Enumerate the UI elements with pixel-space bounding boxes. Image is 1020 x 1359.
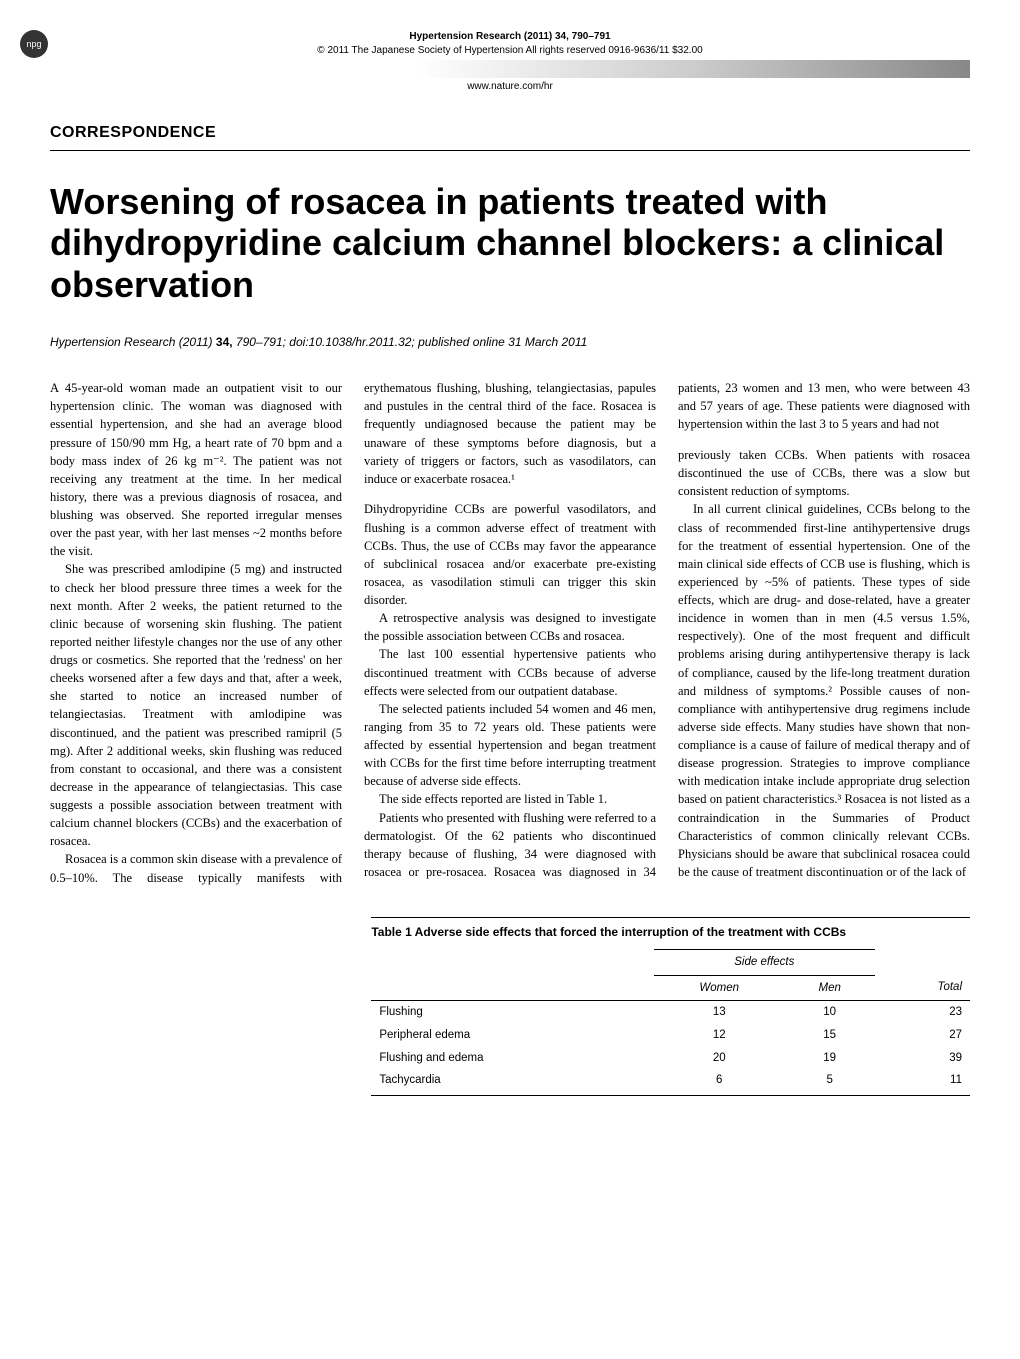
- table-row: Flushing 13 10 23: [371, 1001, 970, 1024]
- table-cell: 39: [875, 1047, 970, 1070]
- table-col-header: Men: [785, 975, 875, 1001]
- table-cell: Peripheral edema: [371, 1024, 654, 1047]
- table-cell: 5: [785, 1069, 875, 1095]
- bottom-row: Table 1 Adverse side effects that forced…: [50, 897, 970, 1096]
- table-spacer: [875, 950, 970, 976]
- table-row: Flushing and edema 20 19 39: [371, 1047, 970, 1070]
- article-citation: Hypertension Research (2011) 34, 790–791…: [50, 335, 970, 349]
- table-cell: 6: [654, 1069, 785, 1095]
- body-columns: A 45-year-old woman made an outpatient v…: [50, 379, 970, 887]
- table-cell: 20: [654, 1047, 785, 1070]
- table-cell: 27: [875, 1024, 970, 1047]
- body-para: In all current clinical guidelines, CCBs…: [678, 500, 970, 881]
- table-caption: Table 1 Adverse side effects that forced…: [371, 917, 970, 941]
- section-label: CORRESPONDENCE: [50, 124, 970, 142]
- table-row: Tachycardia 6 5 11: [371, 1069, 970, 1095]
- table-header-span: Side effects: [654, 950, 875, 976]
- body-para: A 45-year-old woman made an outpatient v…: [50, 379, 342, 560]
- table-spacer: [371, 950, 654, 976]
- npg-badge: npg: [20, 30, 48, 58]
- body-para: The selected patients included 54 women …: [364, 700, 656, 791]
- bottom-col-right: Table 1 Adverse side effects that forced…: [371, 897, 970, 1096]
- table-cell: 10: [785, 1001, 875, 1024]
- citation-journal: Hypertension Research: [50, 335, 175, 349]
- section-divider: [50, 150, 970, 151]
- table-row: Peripheral edema 12 15 27: [371, 1024, 970, 1047]
- body-para: Dihydropyridine CCBs are powerful vasodi…: [364, 500, 656, 609]
- bottom-col-left: [50, 897, 349, 1096]
- table-cell: 13: [654, 1001, 785, 1024]
- table-cell: 12: [654, 1024, 785, 1047]
- citation-year: (2011): [179, 335, 216, 349]
- table-cell: 11: [875, 1069, 970, 1095]
- header-gradient-bar: [50, 60, 970, 78]
- table-col-header: Total: [875, 975, 970, 1001]
- journal-header-block: npg Hypertension Research (2011) 34, 790…: [50, 30, 970, 94]
- article-title: Worsening of rosacea in patients treated…: [50, 181, 970, 305]
- body-para: She was prescribed amlodipine (5 mg) and…: [50, 560, 342, 850]
- citation-pages: 790–791; doi:10.1038/hr.2011.32; publish…: [236, 335, 587, 349]
- table-cell: Tachycardia: [371, 1069, 654, 1095]
- adverse-effects-table: Side effects Women Men Total Flushing 13: [371, 949, 970, 1096]
- journal-citation-line: Hypertension Research (2011) 34, 790–791: [50, 30, 970, 44]
- table-col-header: Women: [654, 975, 785, 1001]
- table-cell: 19: [785, 1047, 875, 1070]
- table-block: Table 1 Adverse side effects that forced…: [371, 917, 970, 1096]
- journal-url: www.nature.com/hr: [50, 80, 970, 94]
- table-cell: Flushing and edema: [371, 1047, 654, 1070]
- journal-header: Hypertension Research (2011) 34, 790–791…: [50, 30, 970, 94]
- table-cell: Flushing: [371, 1001, 654, 1024]
- table-cell: 23: [875, 1001, 970, 1024]
- citation-volume: 34,: [216, 335, 233, 349]
- body-para: A retrospective analysis was designed to…: [364, 609, 656, 645]
- body-para: previously taken CCBs. When patients wit…: [678, 446, 970, 500]
- body-para: The last 100 essential hypertensive pati…: [364, 645, 656, 699]
- body-para: The side effects reported are listed in …: [364, 790, 656, 808]
- table-col-header: [371, 975, 654, 1001]
- table-cell: 15: [785, 1024, 875, 1047]
- copyright-line: © 2011 The Japanese Society of Hypertens…: [50, 44, 970, 58]
